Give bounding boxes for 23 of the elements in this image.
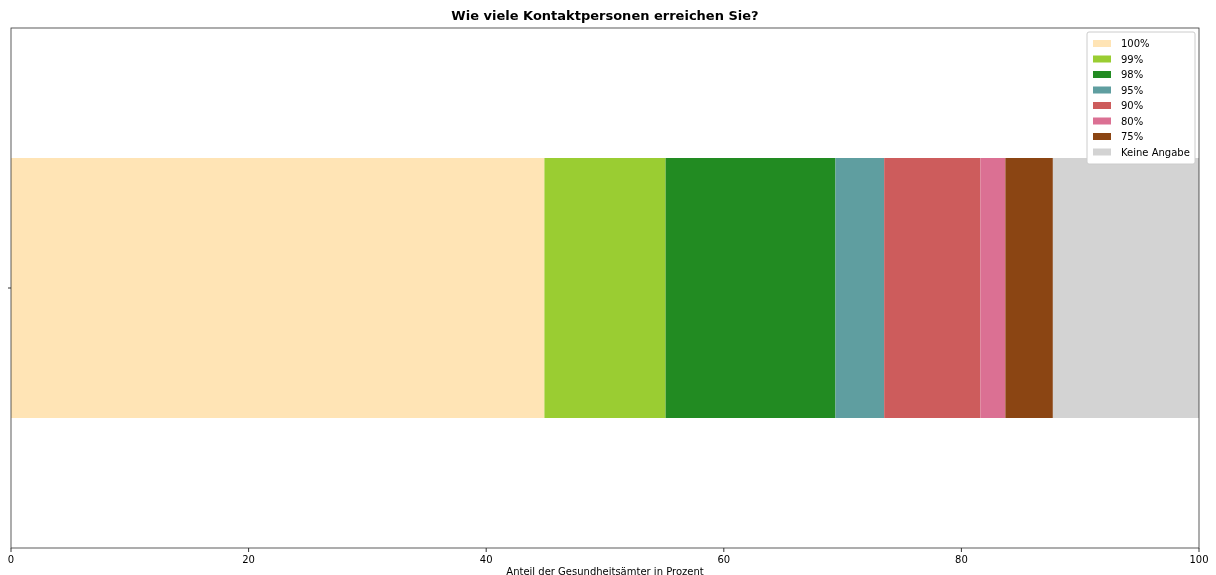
legend-label: 75% bbox=[1121, 131, 1144, 142]
legend-label: 98% bbox=[1121, 69, 1144, 80]
legend-label: 95% bbox=[1121, 84, 1144, 96]
legend-label: Keine Angabe bbox=[1121, 146, 1190, 158]
legend-label: 80% bbox=[1121, 115, 1144, 127]
bar bbox=[980, 158, 1006, 418]
chart-title: Wie viele Kontaktpersonen erreichen Sie? bbox=[451, 8, 759, 23]
bar bbox=[884, 158, 981, 418]
bar bbox=[11, 158, 545, 418]
x-tick-label: 60 bbox=[717, 554, 731, 565]
bar bbox=[665, 158, 836, 418]
bar bbox=[835, 158, 885, 418]
legend-label: 90% bbox=[1121, 100, 1144, 111]
x-tick-label: 0 bbox=[7, 554, 15, 565]
bar bbox=[1005, 158, 1053, 418]
legend-label: 100% bbox=[1121, 38, 1150, 49]
x-axis-title: Anteil der Gesundheitsämter in Prozent bbox=[506, 566, 704, 575]
x-tick-label: 40 bbox=[479, 554, 493, 565]
bar bbox=[544, 158, 666, 418]
x-tick-label: 20 bbox=[242, 554, 255, 565]
x-tick-label: 100 bbox=[1189, 554, 1209, 565]
x-tick-label: 80 bbox=[955, 554, 968, 565]
legend-label: 99% bbox=[1121, 53, 1144, 65]
